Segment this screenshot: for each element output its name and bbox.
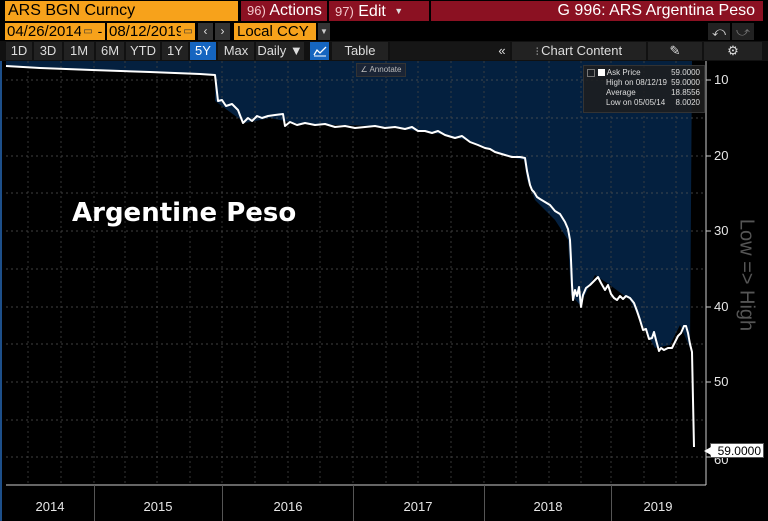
x-tick-label: 2015	[143, 499, 173, 514]
window-left-edge	[0, 61, 2, 521]
edit-menu-button[interactable]: 97) Edit ▼	[329, 1, 429, 21]
line-chart-icon[interactable]	[310, 42, 329, 60]
currency-select[interactable]: Local CCY	[234, 23, 316, 40]
actions-menu-button[interactable]: 96) Actions ▼	[241, 1, 327, 36]
chart-content-label: Chart Content	[541, 43, 623, 58]
period-ytd[interactable]: YTD	[126, 42, 160, 60]
y-axis-annotation: Low => High	[735, 218, 758, 332]
redo-icon[interactable]: ⤻	[732, 23, 754, 40]
period-6m[interactable]: 6M	[96, 42, 124, 60]
start-date-input[interactable]: 04/26/2014	[5, 23, 83, 40]
calendar-icon[interactable]: ▭	[181, 23, 195, 40]
legend-high-label: High on 08/12/19	[606, 78, 667, 87]
toolbar-spacer	[390, 42, 510, 60]
annotate-button[interactable]: ∠ Annotate	[356, 63, 406, 77]
chart-content-button[interactable]: ⫶ Chart Content	[512, 42, 646, 60]
currency-dropdown-icon[interactable]: ▼	[318, 23, 330, 40]
legend-high-row: High on 08/12/19 59.0000	[606, 78, 702, 87]
range-separator: -	[95, 23, 105, 40]
price-chart[interactable]	[0, 61, 768, 521]
chart-overlay-title: Argentine Peso	[72, 198, 297, 228]
legend-high-value: 59.0000	[671, 78, 700, 87]
caret-down-icon: ▼	[394, 6, 404, 16]
year-divider	[611, 485, 612, 521]
legend-low-label: Low on 05/05/14	[606, 98, 666, 107]
pencil-icon: ∠	[360, 65, 370, 74]
actions-label: Actions	[269, 2, 322, 19]
settings-gear-icon[interactable]: ⚙	[704, 42, 762, 60]
year-divider	[94, 485, 95, 521]
year-divider	[484, 485, 485, 521]
period-1y[interactable]: 1Y	[162, 42, 188, 60]
legend-low-value: 8.0020	[675, 98, 700, 107]
legend-low-row: Low on 05/05/14 8.0020	[606, 98, 702, 107]
chart-legend[interactable]: Ask Price 59.0000 High on 08/12/19 59.00…	[583, 65, 705, 113]
x-tick-label: 2018	[533, 499, 563, 514]
x-tick-label: 2019	[643, 499, 673, 514]
annotate-label: Annotate	[369, 65, 402, 74]
collapse-icon[interactable]: «	[494, 42, 510, 60]
legend-series-value: 59.0000	[671, 68, 700, 77]
x-tick-label: 2017	[403, 499, 433, 514]
undo-icon[interactable]: ⤺	[708, 23, 730, 40]
x-tick-label: 2016	[273, 499, 303, 514]
frequency-dropdown[interactable]: Daily ▼	[256, 42, 304, 60]
y-tick-label: 20	[714, 148, 729, 163]
date-range-bar: 04/26/2014 ▭ - 08/12/2019 ▭ ‹ › Local CC…	[0, 22, 768, 41]
edit-chart-icon[interactable]: ✎	[648, 42, 702, 60]
year-divider	[222, 485, 223, 521]
legend-average-value: 18.8556	[671, 88, 700, 97]
price-line	[5, 65, 695, 448]
x-tick-label: 2014	[35, 499, 65, 514]
legend-series-name: Ask Price	[606, 68, 641, 77]
legend-series-row: Ask Price 59.0000	[598, 68, 702, 77]
legend-average-label: Average	[606, 88, 636, 97]
y-tick-label: 50	[714, 374, 729, 389]
calendar-icon[interactable]: ▭	[81, 23, 95, 40]
top-bar: ARS BGN Curncy 96) Actions ▼ 97) Edit ▼ …	[0, 0, 768, 36]
y-tick-label: 30	[714, 223, 729, 238]
period-1d[interactable]: 1D	[6, 42, 32, 60]
table-button[interactable]: Table	[332, 42, 388, 60]
period-5y[interactable]: 5Y	[190, 42, 216, 60]
chart-toolbar: 1D 3D 1M 6M YTD 1Y 5Y Max Daily ▼ Table …	[0, 41, 768, 61]
y-tick-label: 40	[714, 299, 729, 314]
year-divider	[353, 485, 354, 521]
period-max[interactable]: Max	[218, 42, 254, 60]
actions-number: 96)	[247, 3, 266, 18]
area-fill	[6, 61, 692, 348]
horizontal-gridlines	[6, 79, 706, 458]
period-3d[interactable]: 3D	[34, 42, 62, 60]
last-price-tag: 59.0000	[704, 443, 764, 458]
series-color-swatch	[598, 69, 605, 76]
next-arrow-icon[interactable]: ›	[215, 23, 230, 40]
edit-number: 97)	[335, 4, 354, 19]
end-date-input[interactable]: 08/12/2019	[107, 23, 185, 40]
y-axis-ticks	[706, 79, 711, 458]
window-title: G 996: ARS Argentina Peso	[431, 1, 763, 21]
chart-content-icon: ⫶	[535, 47, 542, 58]
previous-arrow-icon[interactable]: ‹	[198, 23, 213, 40]
y-tick-label: 10	[714, 72, 729, 87]
legend-average-row: Average 18.8556	[606, 88, 702, 97]
x-axis: 2014 2015 2016 2017 2018 2019	[0, 485, 710, 521]
ticker-field[interactable]: ARS BGN Curncy	[5, 1, 238, 21]
vertical-gridlines	[27, 61, 677, 485]
collapse-legend-icon[interactable]	[587, 69, 595, 77]
edit-label: Edit	[358, 3, 386, 20]
period-1m[interactable]: 1M	[64, 42, 94, 60]
